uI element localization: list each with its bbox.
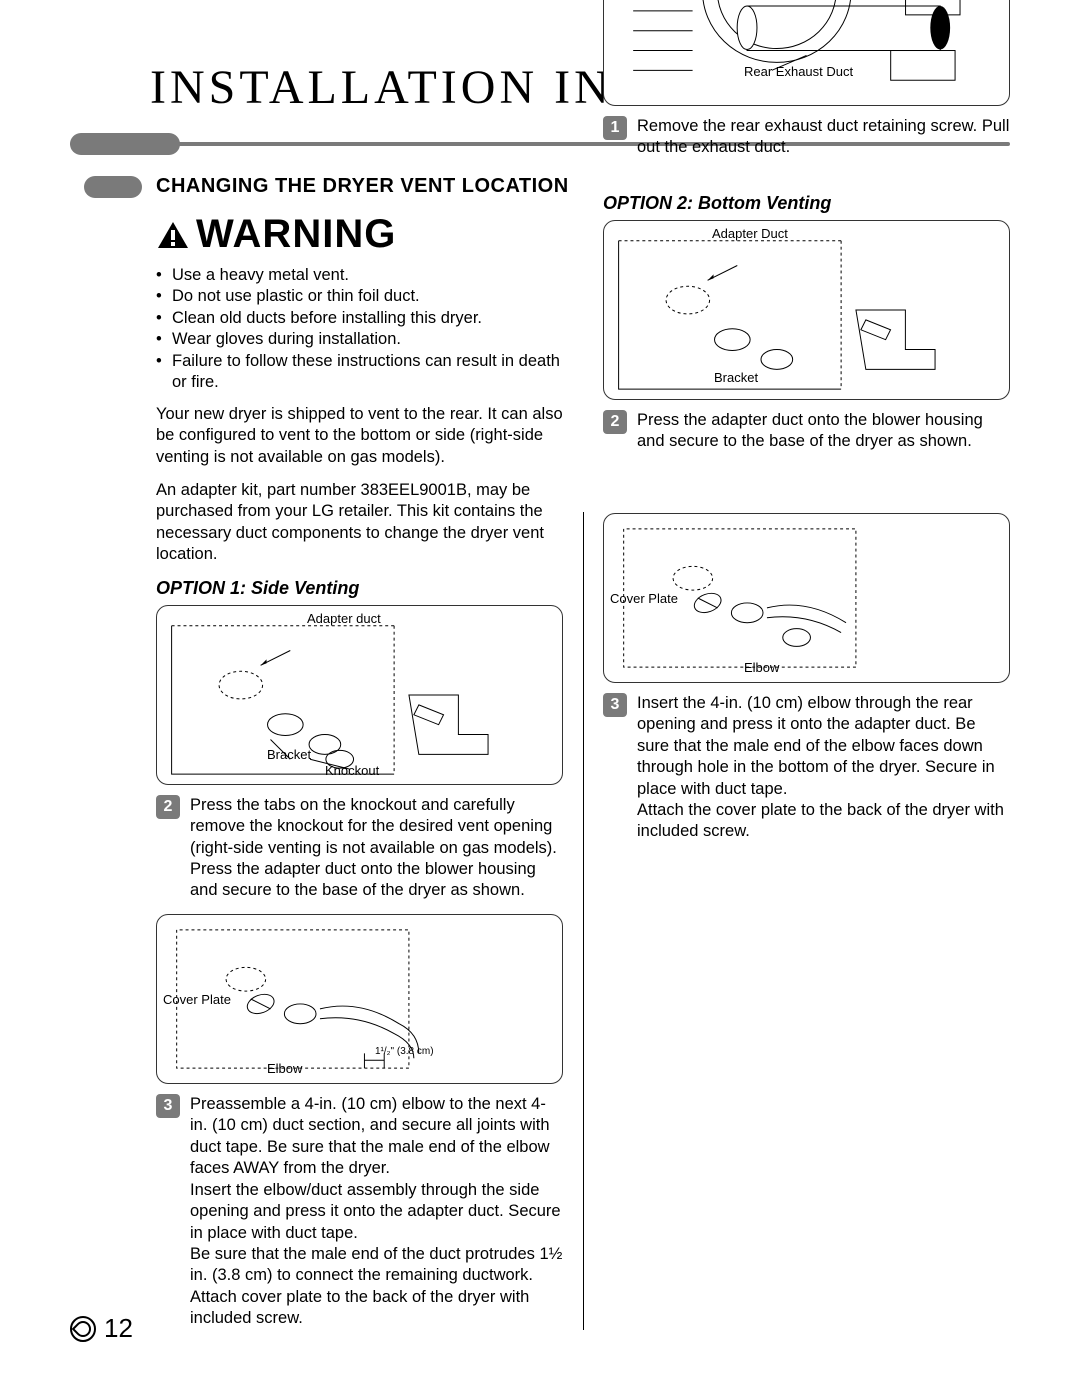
label-cover-plate: Cover Plate	[163, 993, 231, 1007]
right-column: Retaining Screw Rear Exhaust Duct 1 Remo…	[603, 0, 1010, 1330]
label-adapter-duct: Adapter duct	[307, 612, 381, 626]
label-measure: 1¹/₂" (3.8 cm)	[375, 1047, 434, 1057]
left-column: WARNING Use a heavy metal vent. Do not u…	[156, 212, 563, 1330]
lg-logo-icon	[70, 1316, 96, 1342]
intro-p2: An adapter kit, part number 383EEL9001B,…	[156, 480, 563, 566]
option2-title: OPTION 2: Bottom Venting	[603, 193, 1010, 214]
label-elbow: Elbow	[744, 661, 779, 675]
warning-bullet: Use a heavy metal vent.	[156, 265, 563, 286]
warning-bullet: Do not use plastic or thin foil duct.	[156, 286, 563, 307]
label-rear-exhaust: Rear Exhaust Duct	[744, 65, 853, 79]
label-elbow: Elbow	[267, 1062, 302, 1076]
option2-step2-text: Press the adapter duct onto the blower h…	[637, 410, 1010, 453]
warning-bullet: Failure to follow these instructions can…	[156, 351, 563, 394]
option2-fig2: Adapter Duct Bracket	[603, 220, 1010, 400]
top-step-text: Remove the rear exhaust duct retaining s…	[637, 116, 1010, 159]
option1-step3-text: Preassemble a 4-in. (10 cm) elbow to the…	[190, 1094, 563, 1330]
section-heading: CHANGING THE DRYER VENT LOCATION	[156, 175, 569, 198]
step-number: 2	[156, 795, 180, 819]
top-figure: Retaining Screw Rear Exhaust Duct	[603, 0, 1010, 106]
label-bracket: Bracket	[714, 371, 758, 385]
option1-step2-text: Press the tabs on the knockout and caref…	[190, 795, 563, 902]
option1-fig2: Adapter duct Bracket Knockout	[156, 605, 563, 785]
label-bracket: Bracket	[267, 748, 311, 762]
label-knockout: Knockout	[325, 764, 379, 778]
warning-bullet: Clean old ducts before installing this d…	[156, 308, 563, 329]
option1-title: OPTION 1: Side Venting	[156, 578, 563, 599]
page-number: 12	[70, 1313, 133, 1344]
label-adapter-duct: Adapter Duct	[712, 227, 788, 241]
warning-bullet: Wear gloves during installation.	[156, 329, 563, 350]
option1-fig3: Cover Plate Elbow 1¹/₂" (3.8 cm)	[156, 914, 563, 1084]
section-bullet	[84, 176, 142, 198]
column-divider	[583, 512, 584, 1330]
step-number: 2	[603, 410, 627, 434]
label-cover-plate: Cover Plate	[610, 592, 678, 606]
option2-fig3: Cover Plate Elbow	[603, 513, 1010, 683]
warning-icon	[156, 220, 190, 250]
step-number: 1	[603, 116, 627, 140]
warning-heading: WARNING	[156, 212, 563, 257]
intro-p1: Your new dryer is shipped to vent to the…	[156, 404, 563, 468]
step-number: 3	[603, 693, 627, 717]
option2-step3-text: Insert the 4-in. (10 cm) elbow through t…	[637, 693, 1010, 843]
warning-bullets: Use a heavy metal vent. Do not use plast…	[156, 265, 563, 394]
warning-label: WARNING	[196, 212, 396, 257]
step-number: 3	[156, 1094, 180, 1118]
page-number-text: 12	[104, 1313, 133, 1344]
